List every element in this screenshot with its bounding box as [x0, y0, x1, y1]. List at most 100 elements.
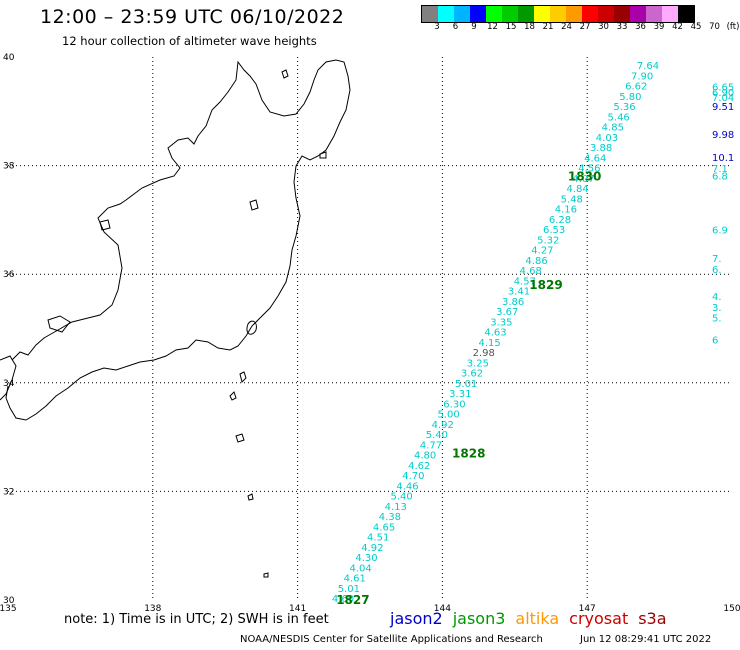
colorbar-swatch: [486, 6, 502, 22]
swh-value: 4.46: [396, 481, 418, 492]
colorbar-label: 18: [524, 22, 535, 32]
swh-value: 5.01: [455, 379, 477, 390]
swh-value: 4.80: [414, 451, 436, 462]
swh-value: 6.62: [625, 82, 647, 93]
swh-value: 4.65: [373, 522, 395, 533]
swh-value: 3.41: [508, 287, 530, 298]
satellite-legend: jason2 jason3 altika cryosat s3a: [390, 609, 677, 628]
map-subtitle: 12 hour collection of altimeter wave hei…: [62, 34, 317, 48]
colorbar-swatch: [502, 6, 518, 22]
colorbar-swatch: [422, 6, 438, 22]
lat-tick-label: 36: [3, 270, 15, 280]
lon-tick-label: 150: [723, 604, 740, 614]
swh-edge-value: 3.: [712, 303, 722, 314]
track-time-label: 1827: [336, 593, 369, 607]
axis-labels: 135 138 141 144 147 150 40 38 36 34 32 30: [0, 53, 740, 614]
coastline-island-2: [229, 391, 237, 401]
lon-tick-label: 141: [289, 604, 306, 614]
track-time-label: 1829: [529, 278, 562, 292]
coastline-izu-oshima: [246, 320, 257, 335]
track-time-label: 1828: [452, 446, 485, 460]
satellite-legend-item: jason3: [452, 609, 506, 628]
colorbar-swatch: [550, 6, 566, 22]
lat-tick-label: 32: [3, 487, 14, 497]
satellite-legend-item: jason2: [390, 609, 443, 628]
colorbar-label: 36: [635, 22, 646, 32]
colorbar-label: 3: [434, 22, 440, 32]
swh-value: 3.67: [496, 307, 518, 318]
colorbar-label: 30: [598, 22, 609, 32]
colorbar: [421, 5, 695, 23]
colorbar-label: 6: [452, 22, 459, 32]
colorbar-label: 27: [579, 22, 591, 32]
swh-value: 4.57: [514, 276, 536, 287]
swh-value: 4.56: [578, 164, 600, 175]
swh-value: 4.03: [596, 133, 618, 144]
swh-value: 3.86: [502, 297, 524, 308]
swh-value: 4.64: [584, 153, 606, 164]
coastline-island-6: [281, 69, 289, 79]
coastline-island-3: [235, 433, 245, 443]
colorbar-swatch: [614, 6, 630, 22]
swh-value: 3.35: [490, 317, 512, 328]
coastline-island-1: [239, 371, 247, 383]
colorbar-swatch: [470, 6, 486, 22]
swh-value: 5.32: [537, 235, 559, 246]
swh-value: 4.68: [520, 266, 542, 277]
swh-value: 5.00: [437, 410, 459, 421]
colorbar-label: 70: [709, 22, 720, 32]
swh-value: 5.01: [338, 584, 360, 595]
swh-value: 4.07: [572, 174, 594, 185]
swh-value: 4.13: [385, 502, 407, 513]
swh-value: 6.30: [443, 399, 465, 410]
colorbar-label: 42: [672, 22, 683, 32]
swh-value: 2.98: [473, 348, 495, 359]
coastline-lake-2: [99, 219, 111, 231]
satellite-legend-item: s3a: [638, 609, 667, 628]
swh-value: 4.51: [367, 533, 389, 544]
swh-value: 4.04: [349, 563, 371, 574]
track-time-labels: 1830 1829 1828 1827: [336, 169, 601, 607]
swh-edge-value: 6.9: [712, 226, 728, 237]
swh-edge-value: 9.98: [712, 130, 734, 141]
swh-edge-value: 7.1: [712, 164, 728, 175]
swh-value: 4.85: [602, 123, 624, 134]
colorbar-label: 15: [505, 22, 517, 32]
coastline-island-4: [247, 493, 254, 501]
swh-edge-value: 6.: [712, 265, 722, 276]
colorbar-labels: 3 6 9 12 15 18 21 24 27 30 33 36 39 42 45 70 (ft): [421, 22, 740, 34]
swh-value: 5.80: [619, 92, 641, 103]
colorbar-label: 39: [653, 22, 665, 32]
coastline-honshu: [5, 59, 351, 421]
swh-value: 4.86: [525, 256, 547, 267]
lat-tick-label: 38: [3, 162, 15, 172]
swh-value: 4.60: [332, 594, 354, 605]
coastline-island-7: [319, 151, 327, 159]
swh-value: 5.46: [608, 112, 630, 123]
swh-edge-value: 4.: [712, 292, 722, 303]
swh-value: 5.40: [426, 430, 448, 441]
swh-value: 4.92: [432, 420, 454, 431]
swh-track-values: 7.647.906.625.805.365.464.854.033.884.64…: [332, 61, 659, 605]
swh-edge-value: 6.8: [712, 171, 728, 182]
colorbar-swatch: [678, 6, 694, 22]
colorbar-label: 12: [487, 22, 498, 32]
swh-value: 4.92: [361, 543, 383, 554]
colorbar-label: 33: [616, 22, 628, 32]
lon-tick-label: 147: [579, 604, 596, 614]
swh-value: 6.53: [543, 225, 565, 236]
swh-edge-value: 6: [712, 335, 718, 346]
footer-credit: NOAA/NESDIS Center for Satellite Applica…: [240, 634, 543, 645]
colorbar-swatch: [534, 6, 550, 22]
swh-value: 7.64: [637, 61, 659, 72]
lon-tick-label: 144: [434, 604, 451, 614]
satellite-legend-item: cryosat: [569, 609, 629, 628]
lat-lon-grid: [8, 57, 732, 600]
lon-tick-label: 135: [0, 604, 17, 614]
coastline-island-5: [263, 572, 269, 578]
swh-edge-values: 6.656.907.049.51 9.98 10.17.16.8 6.9 7.6. 4.3…: [712, 82, 734, 346]
colorbar-label: 24: [561, 22, 572, 32]
swh-value: 4.77: [420, 440, 442, 451]
swh-value: 5.48: [561, 194, 583, 205]
colorbar-swatch: [454, 6, 470, 22]
